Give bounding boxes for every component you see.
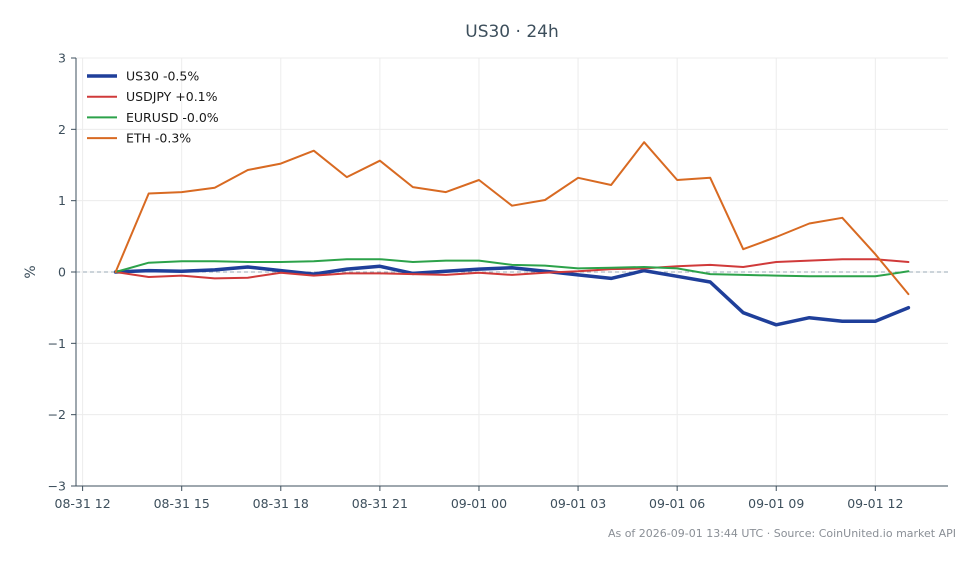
series-line-4 xyxy=(114,141,910,296)
x-tick-label: 09-01 00 xyxy=(451,496,507,511)
series-line-3 xyxy=(114,258,910,278)
y-tick-label: 3 xyxy=(58,51,66,66)
y-tick-label: 2 xyxy=(58,122,66,137)
x-tick-label: 09-01 09 xyxy=(748,496,804,511)
y-tick-label: −2 xyxy=(48,407,66,422)
series-lines xyxy=(113,141,911,327)
y-tick-label: 1 xyxy=(58,193,66,208)
legend-label-4: ETH -0.3% xyxy=(126,131,191,146)
x-tick-label: 08-31 15 xyxy=(154,496,210,511)
y-tick-label: −1 xyxy=(48,336,66,351)
y-tick-label: 0 xyxy=(58,265,66,280)
legend-label-2: USDJPY +0.1% xyxy=(126,89,218,104)
legend-label-3: EURUSD -0.0% xyxy=(126,110,219,125)
y-tick-label: −3 xyxy=(48,479,66,494)
footer-source-note: As of 2026-09-01 13:44 UTC · Source: Coi… xyxy=(608,527,956,540)
legend: US30 -0.5% USDJPY +0.1% EURUSD -0.0% ETH -0… xyxy=(87,69,219,146)
x-tick-label: 08-31 18 xyxy=(253,496,309,511)
x-tick-label: 08-31 21 xyxy=(352,496,408,511)
x-axis-ticks: 08-31 12 08-31 15 08-31 18 08-31 21 09-01 00… xyxy=(55,486,903,511)
x-tick-label: 09-01 03 xyxy=(550,496,606,511)
legend-label-1: US30 -0.5% xyxy=(126,69,199,84)
x-tick-label: 09-01 06 xyxy=(649,496,705,511)
series-line-2 xyxy=(114,258,910,280)
y-axis-label: % xyxy=(23,265,39,278)
x-tick-label: 08-31 12 xyxy=(55,496,111,511)
chart-title: US30 · 24h xyxy=(465,22,558,42)
series-line-1 xyxy=(113,264,911,327)
y-axis-ticks: −3 −2 −1 0 1 2 3 xyxy=(48,51,76,494)
x-tick-label: 09-01 12 xyxy=(847,496,903,511)
